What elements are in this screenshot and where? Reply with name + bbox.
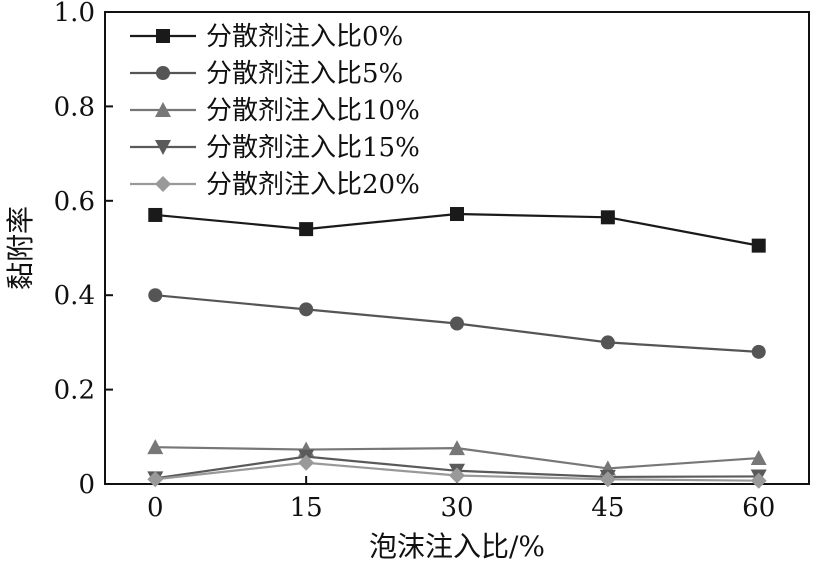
circle-marker <box>600 335 615 350</box>
series-4 <box>147 454 767 489</box>
triangle-up-marker <box>155 102 171 117</box>
legend-label: 分散剂注入比5% <box>206 59 403 89</box>
circle-marker <box>156 66 170 80</box>
legend: 分散剂注入比0% 分散剂注入比5% 分散剂注入比10% 分散剂注入比15% 分散剂注入比… <box>130 22 420 200</box>
triangle-down-marker <box>155 140 171 155</box>
circle-marker <box>299 302 314 317</box>
square-marker <box>751 238 766 253</box>
circle-marker <box>148 288 163 303</box>
legend-label: 分散剂注入比0% <box>206 22 403 52</box>
legend-item: 分散剂注入比10% <box>130 96 420 126</box>
y-tick-label: 1.0 <box>54 0 95 28</box>
series-layer <box>147 207 767 489</box>
legend-label: 分散剂注入比15% <box>206 133 420 163</box>
y-tick-label: 0.8 <box>54 92 95 122</box>
x-tick-label: 60 <box>742 493 775 523</box>
circle-marker <box>751 344 766 359</box>
square-marker <box>450 207 464 222</box>
series-0 <box>148 207 766 253</box>
y-tick-label: 0 <box>78 470 95 500</box>
x-axis-title: 泡沫注入比/% <box>369 530 545 563</box>
axis-ticks: 0 15 30 45 60 0 0.2 0.4 0.6 0.8 1.0 <box>54 0 776 523</box>
legend-item: 分散剂注入比15% <box>130 133 420 163</box>
x-tick-label: 0 <box>147 493 164 523</box>
diamond-marker <box>599 471 616 488</box>
y-axis-title: 黏附率 <box>4 206 37 290</box>
square-marker <box>600 210 615 225</box>
y-tick-label: 0.6 <box>54 187 95 217</box>
diamond-marker <box>750 472 767 489</box>
triangle-up-marker <box>449 440 465 456</box>
diamond-marker <box>155 176 171 192</box>
x-tick-label: 15 <box>290 493 323 523</box>
legend-item: 分散剂注入比20% <box>130 170 420 200</box>
legend-item: 分散剂注入比5% <box>130 59 403 89</box>
legend-item: 分散剂注入比0% <box>130 22 403 52</box>
circle-marker <box>450 316 464 331</box>
diamond-marker <box>147 471 164 488</box>
diamond-marker <box>449 467 465 484</box>
series-1 <box>148 288 766 359</box>
x-tick-label: 30 <box>440 493 473 523</box>
y-tick-label: 0.2 <box>54 376 95 406</box>
square-marker <box>299 222 314 237</box>
legend-label: 分散剂注入比10% <box>206 96 420 126</box>
triangle-up-marker <box>147 439 164 455</box>
diamond-marker <box>298 454 315 471</box>
square-marker <box>148 207 163 222</box>
triangle-up-marker <box>750 450 767 466</box>
x-tick-label: 45 <box>591 493 624 523</box>
legend-label: 分散剂注入比20% <box>206 170 420 200</box>
square-marker <box>156 29 170 43</box>
y-tick-label: 0.4 <box>54 281 95 311</box>
